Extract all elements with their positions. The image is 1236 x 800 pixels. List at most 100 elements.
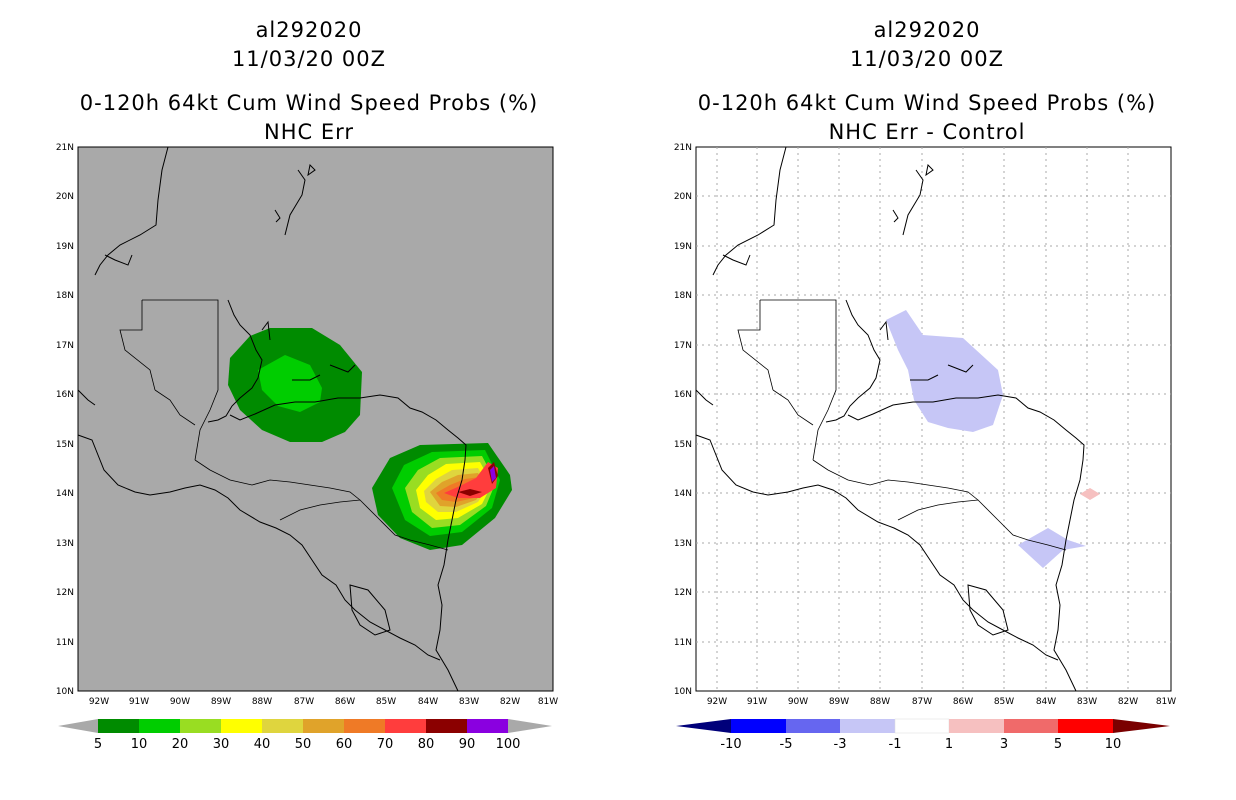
- difference-colorbar: -10 -5 -3 -1 1 3 5 10: [676, 718, 1170, 752]
- cbar-cell: [894, 718, 950, 734]
- lon-label: 89W: [211, 697, 231, 707]
- cbar-label: 5: [94, 737, 102, 752]
- lat-label: 11N: [674, 638, 692, 648]
- cbar-cell: [467, 719, 508, 733]
- lat-label: 17N: [674, 341, 692, 351]
- cbar-end-high: [508, 719, 552, 733]
- cbar-cell: [221, 719, 262, 733]
- product-title: 0-120h 64kt Cum Wind Speed Probs (%): [79, 91, 539, 115]
- lat-label: 14N: [674, 489, 692, 499]
- lat-label: 15N: [56, 440, 74, 450]
- lon-axis: 92W 91W 90W 89W 88W 87W 86W 85W 84W 83W …: [707, 697, 1176, 707]
- cbar-label: 30: [213, 737, 230, 752]
- lat-axis: 21N 20N 19N 18N 17N 16N 15N 14N 13N 12N …: [674, 143, 692, 697]
- cbar-label: 70: [377, 737, 394, 752]
- lon-label: 85W: [376, 697, 396, 707]
- cbar-label: 40: [254, 737, 271, 752]
- lat-label: 10N: [674, 687, 692, 697]
- storm-id: al292020: [873, 18, 981, 42]
- country-borders: [119, 299, 449, 551]
- lat-label: 20N: [56, 192, 74, 202]
- cbar-end-low: [58, 719, 98, 733]
- lat-label: 19N: [56, 242, 74, 252]
- lon-label: 81W: [1156, 697, 1176, 707]
- lat-label: 10N: [56, 687, 74, 697]
- cbar-cell: [840, 719, 895, 733]
- probability-map: 21N 20N 19N 18N 17N 16N 15N 14N 13N 12N …: [56, 143, 558, 707]
- cbar-label: 10: [1105, 737, 1122, 752]
- lon-label: 92W: [89, 697, 109, 707]
- lon-label: 84W: [1036, 697, 1056, 707]
- coastlines: [77, 146, 467, 692]
- cbar-label: 5: [1054, 737, 1062, 752]
- lon-axis: 92W 91W 90W 89W 88W 87W 86W 85W 84W 83W …: [89, 697, 558, 707]
- cbar-label: 60: [336, 737, 353, 752]
- prob-area-south-100: [490, 466, 496, 482]
- coastlines: [695, 146, 1085, 692]
- cbar-cell: [426, 719, 467, 733]
- cbar-label: 3: [1000, 737, 1008, 752]
- cbar-label: -3: [834, 737, 847, 752]
- cbar-cell: [949, 719, 1004, 733]
- cbar-label: -5: [780, 737, 793, 752]
- panel-subtitle: NHC Err - Control: [828, 120, 1026, 144]
- cbar-cell: [786, 719, 840, 733]
- cbar-label: 90: [459, 737, 476, 752]
- cbar-cell: [262, 719, 303, 733]
- panel-subtitle: NHC Err: [263, 120, 354, 144]
- cbar-cell: [1058, 719, 1113, 733]
- lon-label: 86W: [953, 697, 973, 707]
- prob-area-south-90: [458, 489, 482, 496]
- lon-label: 82W: [500, 697, 520, 707]
- cbar-end-high: [1113, 719, 1170, 733]
- lon-label: 86W: [335, 697, 355, 707]
- lon-label: 84W: [418, 697, 438, 707]
- cbar-end-low: [676, 719, 731, 733]
- lat-label: 18N: [56, 291, 74, 301]
- lon-label: 87W: [294, 697, 314, 707]
- cbar-label: 50: [295, 737, 312, 752]
- lon-label: 91W: [747, 697, 767, 707]
- country-borders: [737, 299, 1067, 551]
- cbar-cell: [1004, 719, 1058, 733]
- right-panel: al292020 11/03/20 00Z 0-120h 64kt Cum Wi…: [618, 0, 1236, 800]
- cbar-label: -10: [720, 737, 741, 752]
- cbar-label: 100: [496, 737, 521, 752]
- lon-label: 89W: [829, 697, 849, 707]
- lon-label: 92W: [707, 697, 727, 707]
- lat-label: 17N: [56, 341, 74, 351]
- lat-label: 12N: [56, 588, 74, 598]
- cbar-cell: [731, 719, 786, 733]
- lon-label: 85W: [994, 697, 1014, 707]
- probability-shading: [228, 328, 512, 550]
- lat-label: 18N: [674, 291, 692, 301]
- datetime: 11/03/20 00Z: [231, 47, 387, 71]
- lat-label: 11N: [56, 638, 74, 648]
- lon-label: 88W: [252, 697, 272, 707]
- left-panel: al292020 11/03/20 00Z 0-120h 64kt Cum Wi…: [56, 18, 558, 752]
- cbar-label: 10: [131, 737, 148, 752]
- cbar-cell: [385, 719, 426, 733]
- cbar-cell: [98, 719, 139, 733]
- lat-label: 16N: [674, 390, 692, 400]
- cbar-label: 20: [172, 737, 189, 752]
- cbar-label: -1: [889, 737, 902, 752]
- lon-label: 90W: [170, 697, 190, 707]
- lon-label: 87W: [912, 697, 932, 707]
- cbar-cell: [344, 719, 385, 733]
- product-title: 0-120h 64kt Cum Wind Speed Probs (%): [697, 91, 1157, 115]
- cbar-cell: [303, 719, 344, 733]
- lat-label: 21N: [674, 143, 692, 153]
- lon-label: 90W: [788, 697, 808, 707]
- datetime: 11/03/20 00Z: [849, 47, 1005, 71]
- cbar-label: 1: [945, 737, 953, 752]
- lat-label: 16N: [56, 390, 74, 400]
- lat-label: 13N: [56, 539, 74, 549]
- lon-label: 91W: [129, 697, 149, 707]
- lon-label: 82W: [1118, 697, 1138, 707]
- diff-area-positive: [1080, 488, 1100, 500]
- lat-label: 21N: [56, 143, 74, 153]
- cbar-label: 80: [418, 737, 435, 752]
- lat-axis: 21N 20N 19N 18N 17N 16N 15N 14N 13N 12N …: [56, 143, 74, 697]
- lon-label: 88W: [870, 697, 890, 707]
